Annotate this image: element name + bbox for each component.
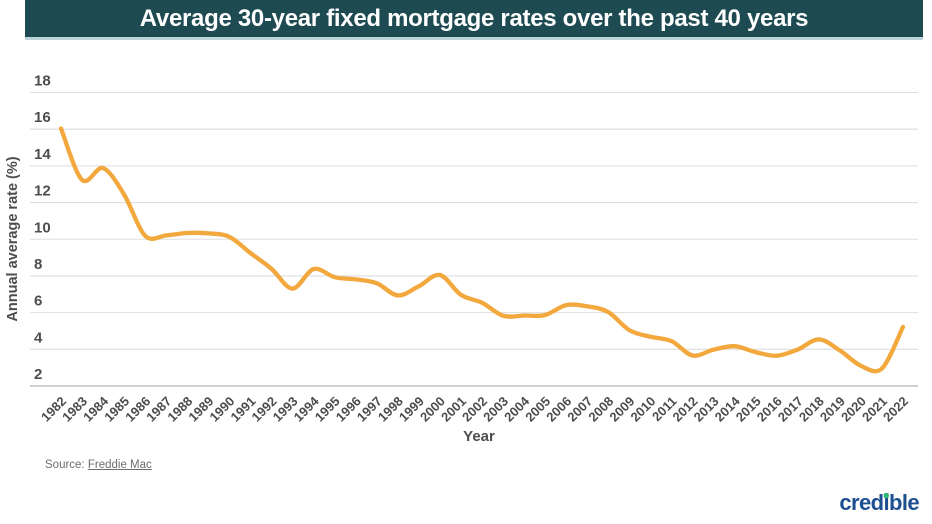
- logo-text-part2: ble: [889, 490, 920, 515]
- y-tick-label: 8: [34, 256, 42, 273]
- logo-letter-i: ı: [883, 492, 889, 514]
- chart-title: Average 30-year fixed mortgage rates ove…: [139, 4, 809, 32]
- y-tick-label: 4: [34, 329, 43, 346]
- y-axis-title: Annual average rate (%): [5, 156, 21, 321]
- source-attribution: Source: Freddie Mac: [45, 459, 152, 471]
- logo-i-dot: [883, 493, 889, 498]
- y-tick-label: 6: [34, 293, 42, 310]
- y-tick-label: 18: [34, 73, 51, 90]
- x-tick-label: 2022: [880, 394, 911, 425]
- logo-text-part1: cred: [839, 490, 884, 515]
- chart-header: Average 30-year fixed mortgage rates ove…: [25, 0, 923, 40]
- y-tick-label: 10: [34, 219, 51, 236]
- rate-line: [58, 126, 906, 374]
- logo-dotless-i: ı: [883, 490, 889, 515]
- y-tick-label: 12: [34, 183, 51, 200]
- y-tick-label: 14: [34, 146, 51, 163]
- source-label: Source:: [45, 459, 85, 471]
- y-tick-label: 2: [34, 366, 42, 383]
- y-tick-label: 16: [34, 109, 51, 126]
- x-axis-title: Year: [463, 428, 495, 445]
- source-link-freddie-mac[interactable]: Freddie Mac: [87, 459, 152, 471]
- credible-logo: credı ble: [839, 492, 919, 514]
